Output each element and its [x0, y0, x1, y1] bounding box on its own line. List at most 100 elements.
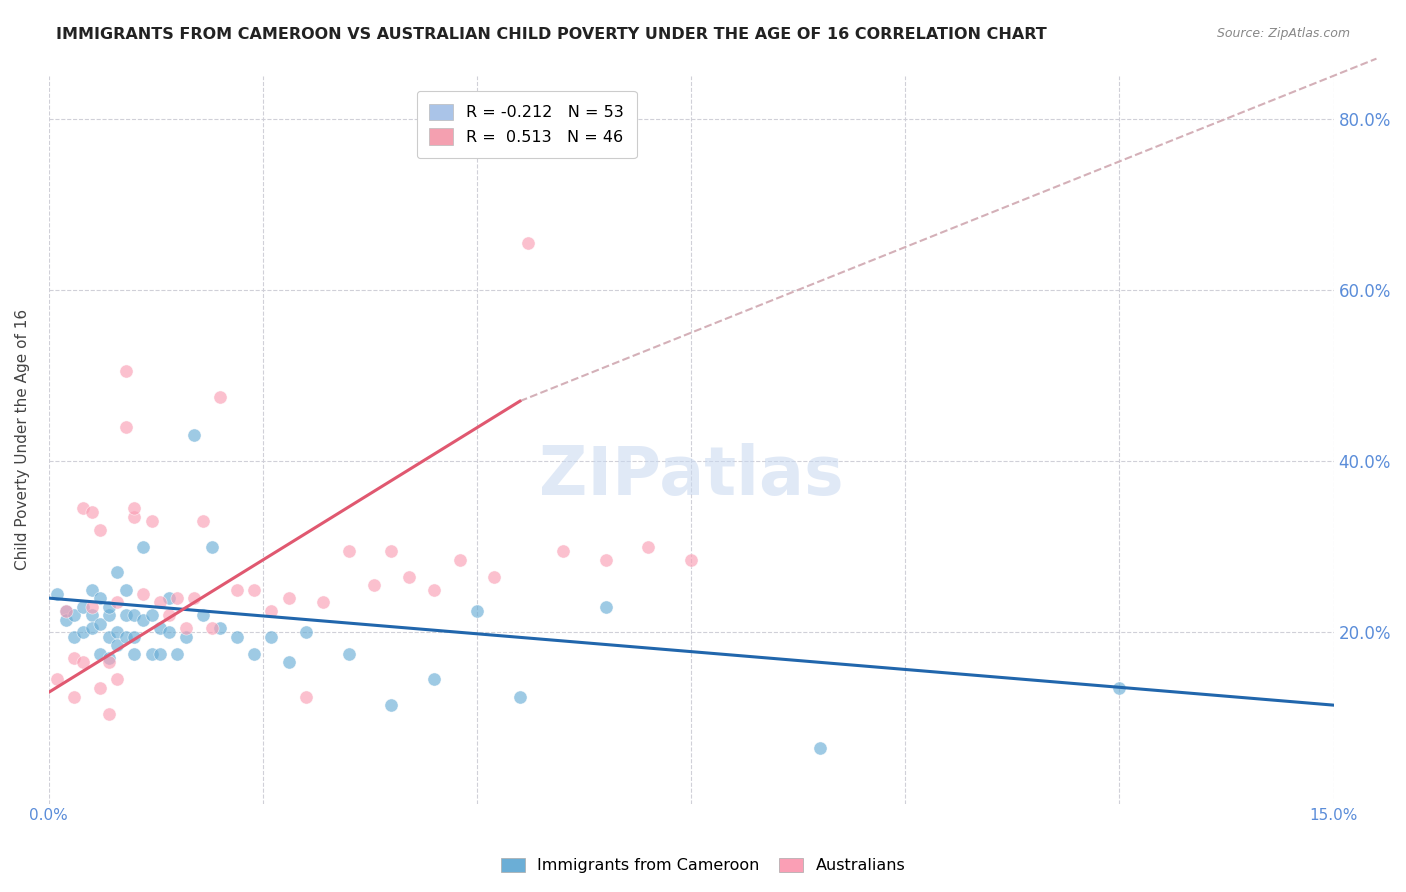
Point	[363, 578, 385, 592]
Point	[398, 570, 420, 584]
Point	[97, 608, 120, 623]
Point	[200, 621, 222, 635]
Point	[97, 599, 120, 614]
Point	[97, 630, 120, 644]
Point	[89, 591, 111, 606]
Point	[260, 604, 283, 618]
Point	[97, 656, 120, 670]
Y-axis label: Child Poverty Under the Age of 16: Child Poverty Under the Age of 16	[15, 310, 30, 570]
Point	[105, 673, 128, 687]
Text: ZIPatlas: ZIPatlas	[538, 443, 844, 509]
Point	[174, 630, 197, 644]
Point	[55, 604, 77, 618]
Point	[808, 741, 831, 756]
Point	[149, 595, 172, 609]
Point	[80, 582, 103, 597]
Point	[105, 566, 128, 580]
Point	[337, 544, 360, 558]
Point	[132, 540, 155, 554]
Point	[509, 690, 531, 704]
Point	[681, 552, 703, 566]
Point	[63, 690, 86, 704]
Point	[80, 608, 103, 623]
Point	[423, 673, 446, 687]
Point	[637, 540, 659, 554]
Point	[63, 651, 86, 665]
Text: Source: ZipAtlas.com: Source: ZipAtlas.com	[1216, 27, 1350, 40]
Point	[115, 420, 138, 434]
Point	[482, 570, 505, 584]
Point	[63, 630, 86, 644]
Point	[423, 582, 446, 597]
Point	[380, 698, 402, 713]
Point	[551, 544, 574, 558]
Point	[115, 364, 138, 378]
Point	[243, 582, 266, 597]
Point	[337, 647, 360, 661]
Point	[141, 514, 163, 528]
Point	[141, 647, 163, 661]
Point	[105, 625, 128, 640]
Point	[465, 604, 488, 618]
Point	[115, 608, 138, 623]
Point	[105, 595, 128, 609]
Point	[124, 608, 146, 623]
Point	[294, 690, 316, 704]
Point	[46, 673, 69, 687]
Point	[124, 630, 146, 644]
Point	[157, 608, 180, 623]
Point	[89, 616, 111, 631]
Text: IMMIGRANTS FROM CAMEROON VS AUSTRALIAN CHILD POVERTY UNDER THE AGE OF 16 CORRELA: IMMIGRANTS FROM CAMEROON VS AUSTRALIAN C…	[56, 27, 1047, 42]
Point	[55, 613, 77, 627]
Point	[595, 552, 617, 566]
Point	[89, 647, 111, 661]
Point	[132, 613, 155, 627]
Point	[72, 501, 94, 516]
Point	[55, 604, 77, 618]
Point	[209, 621, 232, 635]
Point	[89, 523, 111, 537]
Point	[72, 599, 94, 614]
Point	[149, 621, 172, 635]
Point	[80, 506, 103, 520]
Point	[260, 630, 283, 644]
Point	[517, 235, 540, 250]
Point	[89, 681, 111, 695]
Point	[157, 625, 180, 640]
Point	[200, 540, 222, 554]
Point	[141, 608, 163, 623]
Point	[115, 582, 138, 597]
Point	[277, 591, 299, 606]
Point	[46, 587, 69, 601]
Point	[277, 656, 299, 670]
Point	[157, 591, 180, 606]
Legend: R = -0.212   N = 53, R =  0.513   N = 46: R = -0.212 N = 53, R = 0.513 N = 46	[416, 91, 637, 158]
Point	[63, 608, 86, 623]
Point	[183, 428, 205, 442]
Point	[97, 651, 120, 665]
Point	[449, 552, 471, 566]
Point	[132, 587, 155, 601]
Legend: Immigrants from Cameroon, Australians: Immigrants from Cameroon, Australians	[495, 851, 911, 880]
Point	[312, 595, 335, 609]
Point	[209, 390, 232, 404]
Point	[191, 608, 214, 623]
Point	[124, 501, 146, 516]
Point	[1108, 681, 1130, 695]
Point	[380, 544, 402, 558]
Point	[124, 647, 146, 661]
Point	[124, 509, 146, 524]
Point	[72, 656, 94, 670]
Point	[226, 582, 249, 597]
Point	[595, 599, 617, 614]
Point	[149, 647, 172, 661]
Point	[115, 630, 138, 644]
Point	[191, 514, 214, 528]
Point	[243, 647, 266, 661]
Point	[226, 630, 249, 644]
Point	[166, 591, 188, 606]
Point	[72, 625, 94, 640]
Point	[80, 599, 103, 614]
Point	[294, 625, 316, 640]
Point	[166, 647, 188, 661]
